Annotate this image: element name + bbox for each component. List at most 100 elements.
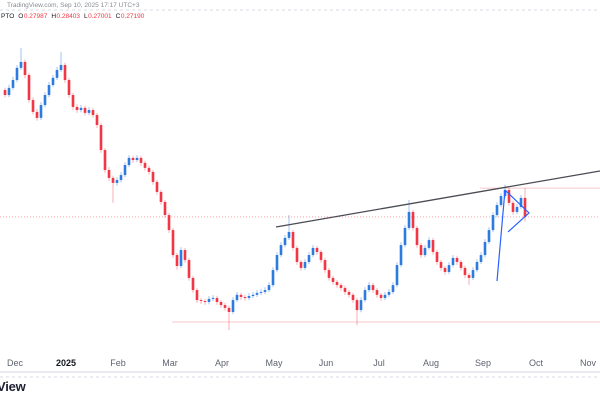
candle-body — [343, 287, 347, 292]
time-axis-label: Mar — [162, 358, 178, 368]
candle-body — [319, 251, 323, 261]
candle-body — [267, 285, 271, 291]
candle-body — [63, 65, 67, 81]
candle-body — [459, 261, 463, 268]
candle-body — [391, 285, 395, 292]
candle-body — [431, 240, 435, 252]
candle-body — [43, 95, 47, 106]
snapshot-source-line: TradingView.com, Sep 10, 2025 17:17 UTC+… — [7, 2, 140, 9]
candle-body — [159, 191, 163, 202]
candle-body — [331, 277, 335, 282]
candle-body — [375, 290, 379, 295]
candle-body — [123, 165, 127, 176]
candle-body — [483, 241, 487, 256]
candle-body — [87, 110, 91, 113]
candle-body — [363, 290, 367, 301]
candle-body — [463, 267, 467, 276]
candle-body — [339, 285, 343, 288]
candle-body — [379, 294, 383, 298]
candle-body — [515, 206, 519, 212]
candle-body — [143, 162, 147, 168]
candle-body — [167, 215, 171, 231]
candle-body — [7, 87, 11, 96]
candle-body — [27, 75, 31, 101]
candle-body — [335, 281, 339, 286]
candle-body — [303, 261, 307, 268]
candle-body — [403, 227, 407, 246]
candle-body — [135, 157, 139, 161]
candle-body — [315, 247, 319, 252]
candle-body — [15, 67, 19, 81]
candle-body — [323, 260, 327, 271]
candle-body — [239, 294, 243, 297]
candle-body — [47, 85, 51, 96]
candle-body — [139, 157, 143, 163]
candle-body — [35, 111, 39, 118]
time-axis-label: 2025 — [55, 358, 77, 368]
candle-body — [99, 125, 103, 151]
candle-body — [467, 275, 471, 278]
candle-body — [115, 180, 119, 183]
candle-body — [31, 100, 35, 112]
candle-body — [199, 300, 203, 302]
candle-body — [387, 291, 391, 295]
candle-body — [491, 215, 495, 231]
candle-body — [407, 211, 411, 228]
candle-body — [283, 237, 287, 246]
candle-body — [59, 65, 63, 71]
candle-body — [67, 80, 71, 96]
candle-body — [111, 177, 115, 183]
candle-body — [227, 307, 231, 312]
candle-body — [23, 61, 27, 76]
candle-body — [427, 240, 431, 248]
candle-body — [223, 305, 227, 308]
candle-body — [219, 301, 223, 306]
candle-body — [191, 277, 195, 291]
candle-body — [423, 247, 427, 256]
candle-body — [71, 95, 75, 107]
candle-body — [519, 197, 523, 207]
candle-body — [95, 115, 99, 126]
pennant-drawing — [496, 189, 530, 282]
candle-body — [475, 261, 479, 271]
candle-body — [83, 107, 87, 113]
ohlc-label: L — [84, 13, 88, 20]
candle-body — [271, 270, 275, 286]
candle-body — [75, 106, 79, 111]
candle-body — [3, 90, 7, 96]
candle-body — [291, 231, 295, 248]
candle-body — [495, 205, 499, 216]
time-axis-label: Nov — [579, 358, 597, 368]
candle-body — [91, 110, 95, 116]
candle-body — [163, 201, 167, 216]
ohlc-label: O — [18, 13, 24, 20]
candle-body — [155, 181, 159, 192]
symbol-legend: PTO O0.27987 H0.28403 L0.27001 C0.27190 — [1, 12, 144, 21]
candle-body — [263, 290, 267, 292]
candle-body — [231, 300, 235, 312]
candle-body — [79, 107, 83, 111]
time-axis-label: Oct — [528, 358, 544, 368]
candle-body — [55, 70, 59, 78]
candle-body — [107, 170, 111, 178]
candle-body — [359, 300, 363, 311]
candle-body — [415, 227, 419, 246]
candle-body — [19, 61, 23, 68]
candle-body — [39, 105, 43, 118]
candle-body — [247, 296, 251, 298]
ohlc-value: 0.27001 — [88, 13, 112, 20]
tradingview-logo-watermark[interactable]: View — [0, 379, 26, 394]
candle-body — [151, 171, 155, 182]
candle-body — [351, 294, 355, 301]
ohlc-label: H — [51, 13, 57, 20]
time-axis-label: Sep — [474, 358, 492, 368]
candle-body — [287, 231, 291, 238]
candle-body — [507, 190, 511, 203]
candle-body — [399, 245, 403, 266]
candle-body — [195, 290, 199, 301]
candle-body — [435, 251, 439, 262]
candle-body — [299, 261, 303, 268]
candle-body — [243, 296, 247, 298]
